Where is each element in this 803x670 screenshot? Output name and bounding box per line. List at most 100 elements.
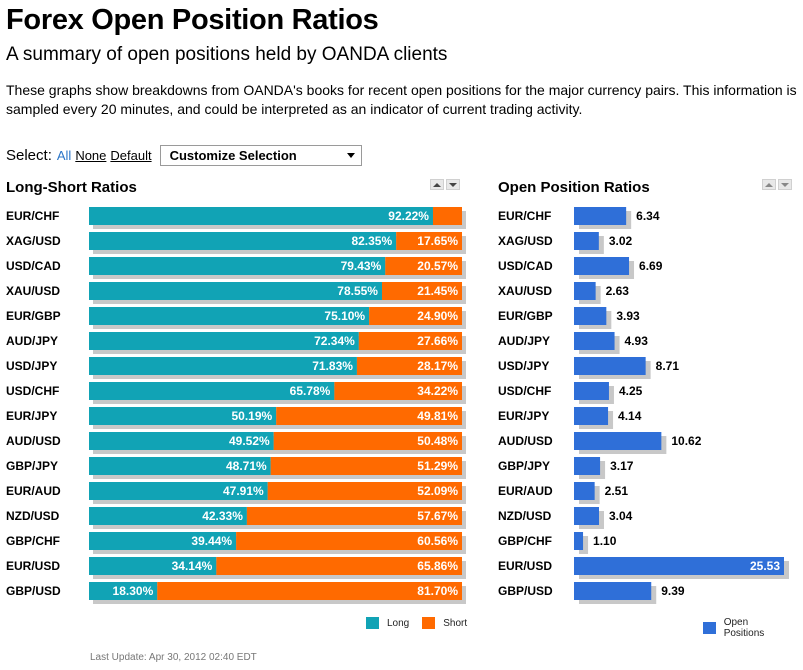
open-position-value-label: 1.10 — [593, 534, 617, 548]
open-position-pair-label: AUD/USD — [498, 434, 553, 448]
open-position-value-label: 25.53 — [750, 559, 780, 573]
open-position-bar — [574, 407, 609, 425]
open-position-value-label: 3.93 — [616, 309, 640, 323]
open-position-value-label: 3.02 — [609, 234, 633, 248]
open-position-legend: Open Positions — [703, 617, 803, 639]
short-bar — [157, 582, 462, 600]
open-position-bar — [574, 457, 601, 475]
long-short-pair-label: USD/JPY — [6, 359, 57, 373]
legend-item-open: Open Positions — [703, 617, 790, 639]
long-short-pair-label: USD/CAD — [6, 259, 61, 273]
long-bar — [89, 532, 237, 550]
long-value-label: 92.22% — [388, 209, 429, 223]
short-bar — [267, 482, 462, 500]
short-bar — [396, 232, 462, 250]
short-bar — [385, 257, 462, 275]
short-value-label: 24.90% — [417, 309, 458, 323]
short-value-label: 57.67% — [417, 509, 458, 523]
legend-swatch-open — [703, 622, 716, 634]
open-position-value-label: 8.71 — [656, 359, 680, 373]
open-position-value-label: 4.25 — [619, 384, 643, 398]
open-position-pair-label: EUR/USD — [498, 559, 552, 573]
short-bar — [270, 457, 462, 475]
sort-up-icon — [433, 182, 441, 187]
legend-swatch-short — [422, 617, 436, 629]
long-short-pair-label: EUR/JPY — [6, 409, 57, 423]
legend-item-long: Long — [366, 617, 409, 629]
open-position-sort-up-button[interactable] — [762, 179, 776, 190]
long-value-label: 49.52% — [229, 434, 270, 448]
short-bar — [358, 332, 462, 350]
select-default-link[interactable]: Default — [110, 147, 152, 163]
open-position-pair-label: EUR/CHF — [498, 209, 551, 223]
long-short-pair-label: GBP/CHF — [6, 534, 60, 548]
legend-swatch-long — [366, 617, 379, 629]
long-value-label: 47.91% — [223, 484, 264, 498]
open-position-title: Open Position Ratios — [498, 179, 650, 196]
select-all-link[interactable]: All — [56, 147, 72, 163]
select-row: Select: All None Default Customize Selec… — [6, 144, 362, 166]
long-bar — [89, 357, 357, 375]
open-position-bar — [574, 282, 596, 300]
short-value-label: 51.29% — [417, 459, 458, 473]
open-position-sort-down-button[interactable] — [778, 179, 792, 190]
open-position-pair-label: EUR/AUD — [498, 484, 553, 498]
short-bar — [334, 382, 462, 400]
long-bar — [89, 207, 433, 225]
long-value-label: 48.71% — [226, 459, 267, 473]
short-bar — [432, 207, 462, 225]
customize-selection-dropdown[interactable]: Customize Selection — [159, 144, 362, 166]
open-position-bar — [574, 207, 627, 225]
short-bar — [369, 307, 462, 325]
select-none-link[interactable]: None — [75, 147, 107, 163]
long-short-pair-label: EUR/CHF — [6, 209, 59, 223]
long-short-pair-label: AUD/USD — [6, 434, 61, 448]
short-value-label: 81.70% — [417, 584, 458, 598]
short-bar — [236, 532, 462, 550]
long-bar — [89, 432, 274, 450]
long-bar — [89, 332, 359, 350]
open-position-value-label: 4.14 — [618, 409, 642, 423]
long-short-pair-label: NZD/USD — [6, 509, 60, 523]
open-position-bar — [574, 332, 615, 350]
sort-down-icon — [781, 182, 789, 187]
long-bar — [89, 407, 277, 425]
long-bar — [89, 482, 268, 500]
last-update: Last Update: Apr 30, 2012 02:40 EDT — [90, 652, 257, 663]
dropdown-caret-icon — [346, 152, 355, 158]
dropdown-value: Customize Selection — [169, 147, 297, 163]
open-position-pair-label: EUR/GBP — [498, 309, 553, 323]
long-short-pair-label: GBP/JPY — [6, 459, 58, 473]
legend-item-short: Short — [422, 617, 467, 629]
open-position-bar — [574, 532, 584, 550]
long-short-pair-label: EUR/AUD — [6, 484, 61, 498]
long-value-label: 42.33% — [202, 509, 243, 523]
open-position-pair-label: NZD/USD — [498, 509, 552, 523]
short-bar — [276, 407, 462, 425]
open-position-bar — [574, 507, 600, 525]
open-position-bar — [574, 557, 784, 575]
open-position-value-label: 4.93 — [625, 334, 649, 348]
long-bar — [89, 507, 247, 525]
select-label: Select: — [6, 146, 52, 164]
short-bar — [216, 557, 462, 575]
long-short-pair-label: AUD/JPY — [6, 334, 58, 348]
short-value-label: 34.22% — [417, 384, 458, 398]
open-position-bar — [574, 582, 652, 600]
long-value-label: 18.30% — [113, 584, 154, 598]
long-short-sort-up-button[interactable] — [430, 179, 444, 190]
open-position-value-label: 2.51 — [605, 484, 629, 498]
open-position-pair-label: EUR/JPY — [498, 409, 549, 423]
legend-label-short: Short — [443, 617, 468, 629]
long-value-label: 82.35% — [351, 234, 392, 248]
open-position-value-label: 10.62 — [671, 434, 701, 448]
short-value-label: 20.57% — [417, 259, 458, 273]
open-position-bar — [574, 357, 646, 375]
long-value-label: 65.78% — [290, 384, 331, 398]
open-position-pair-label: AUD/JPY — [498, 334, 550, 348]
long-short-sort-down-button[interactable] — [446, 179, 460, 190]
long-value-label: 79.43% — [341, 259, 382, 273]
open-position-pair-label: GBP/JPY — [498, 459, 550, 473]
open-position-bar — [574, 307, 607, 325]
